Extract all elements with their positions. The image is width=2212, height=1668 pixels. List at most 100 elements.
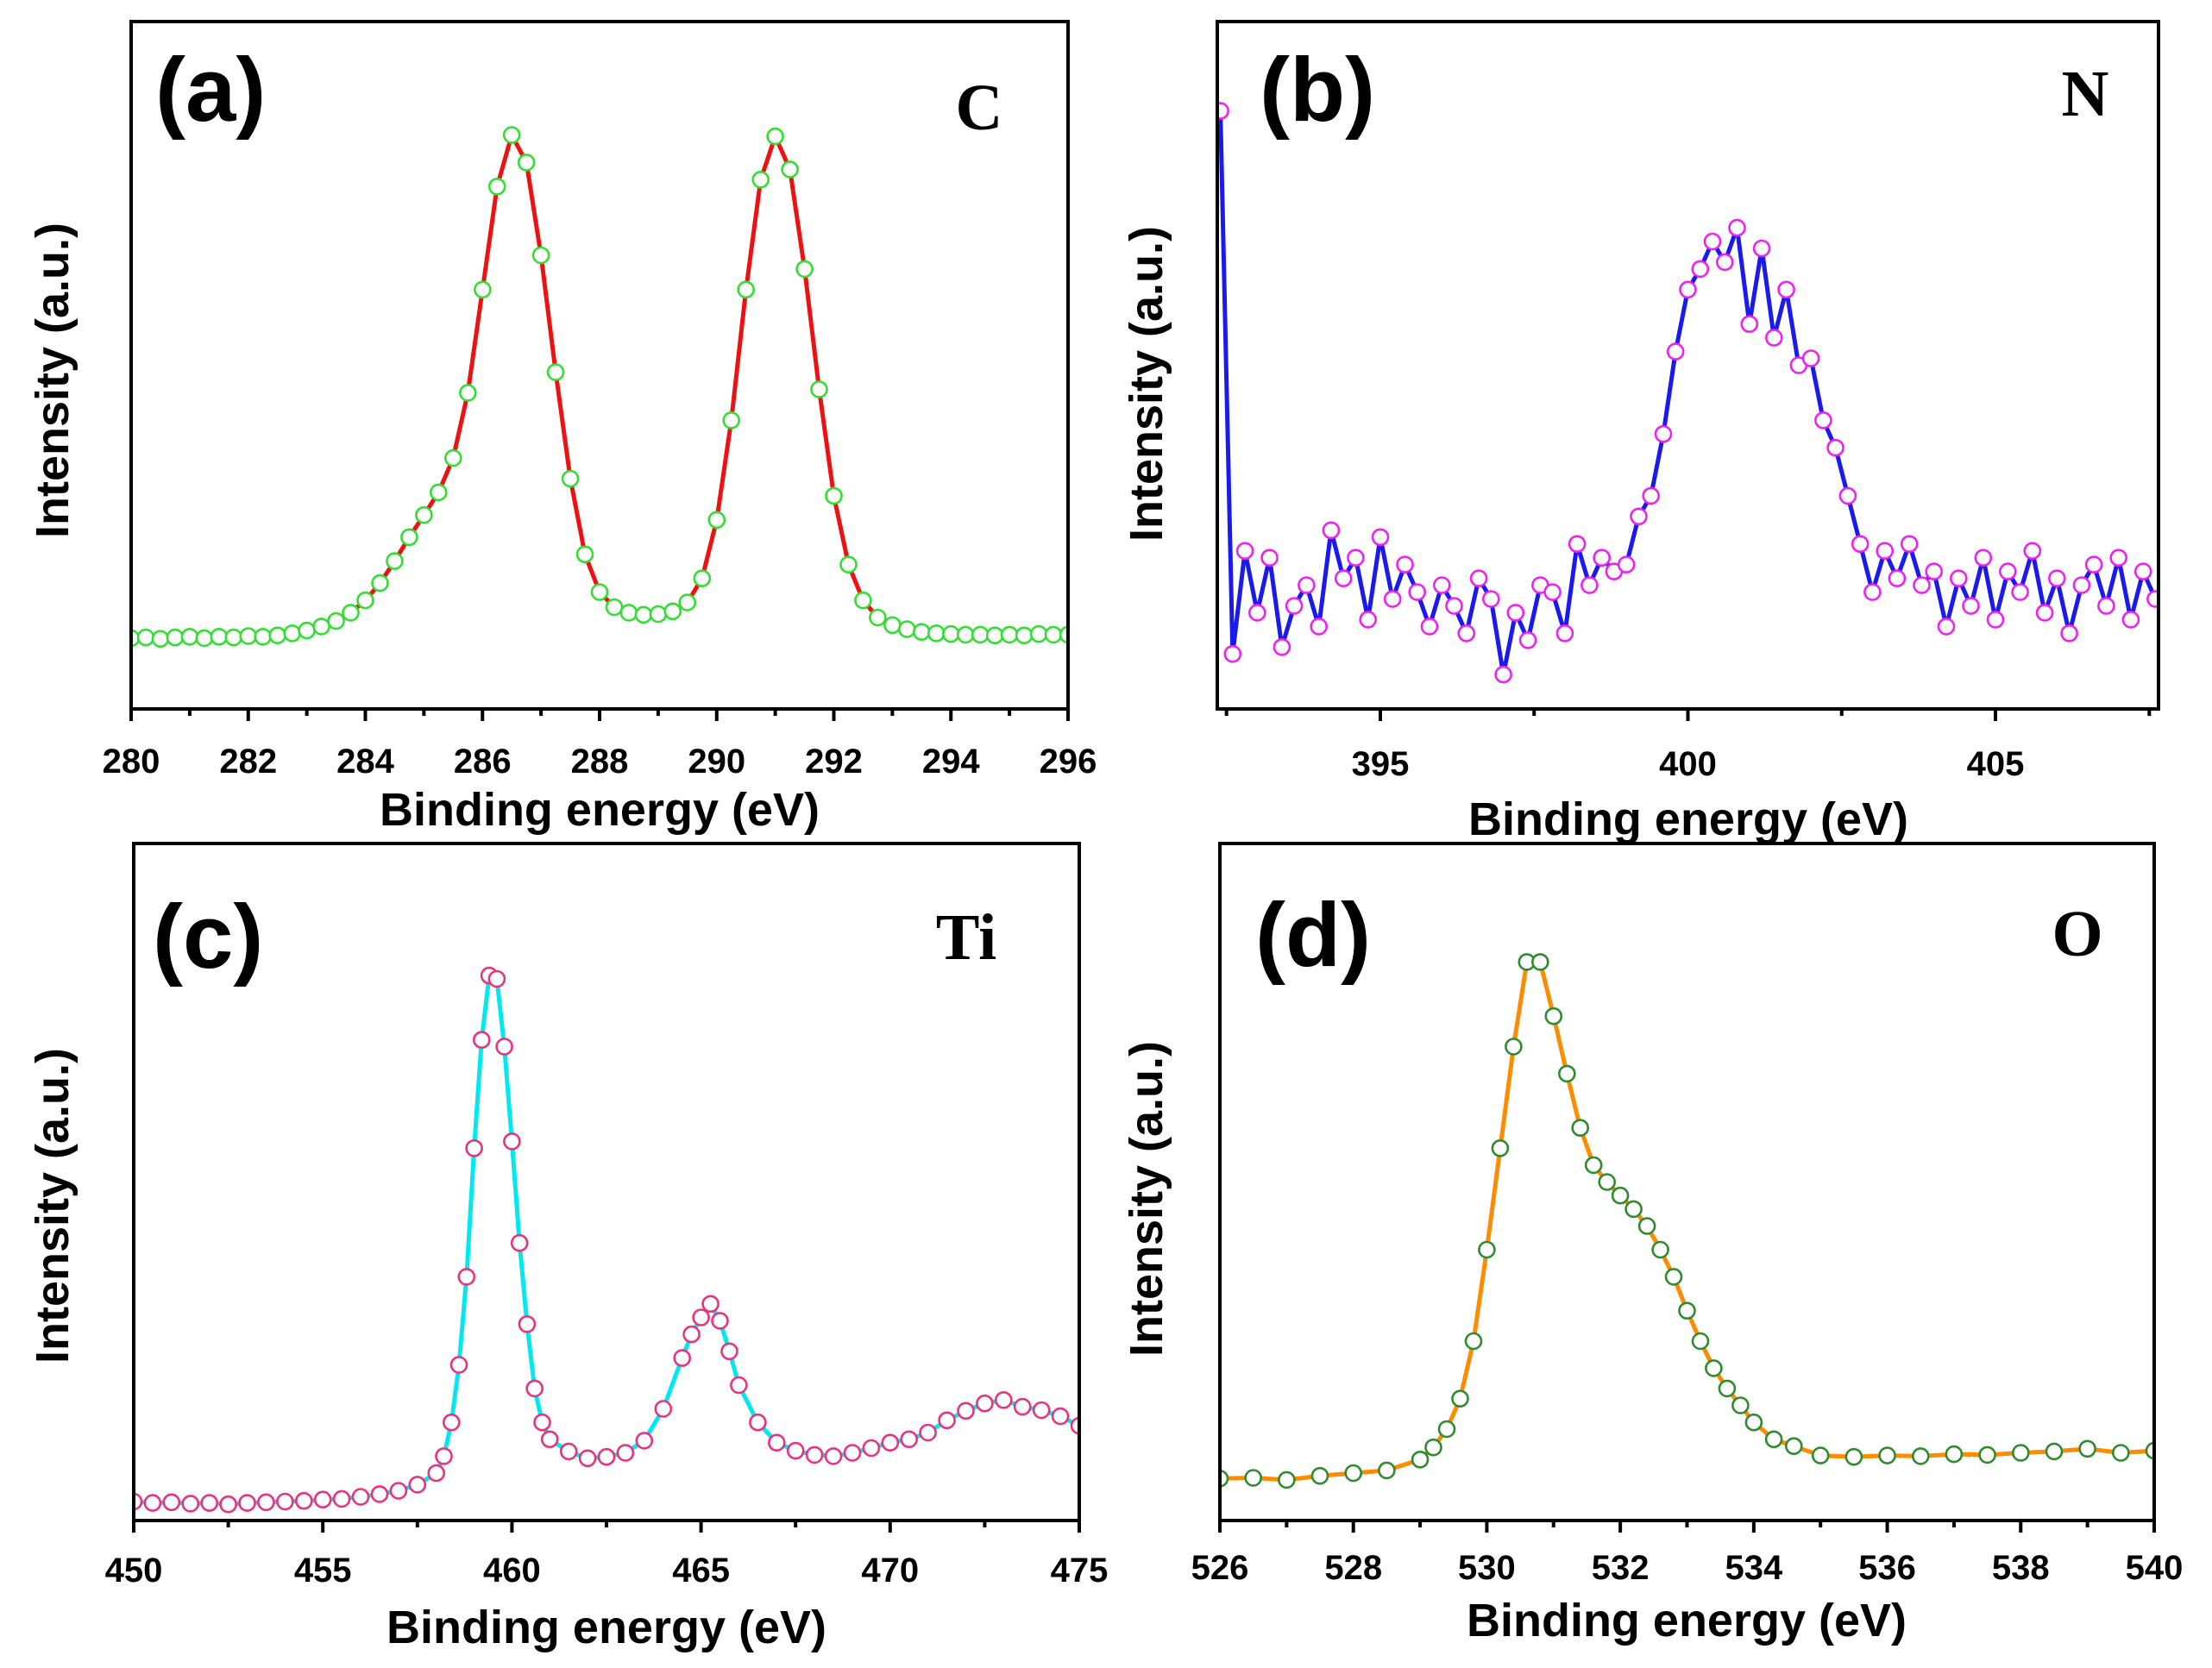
data-point: [546, 363, 565, 381]
data-point: [1568, 535, 1587, 554]
data-point: [2060, 624, 2078, 643]
data-point: [312, 618, 330, 636]
data-point: [1260, 549, 1279, 567]
data-point: [487, 969, 506, 988]
data-point: [561, 469, 580, 488]
data-point: [971, 625, 990, 644]
data-point: [1445, 597, 1463, 615]
data-point: [635, 1432, 654, 1450]
data-point: [1505, 1038, 1523, 1056]
data-point: [701, 1295, 720, 1314]
x-tick-label: 470: [861, 1552, 919, 1590]
data-point: [2112, 1444, 2130, 1462]
data-point: [1851, 535, 1870, 554]
data-point: [1478, 1240, 1496, 1259]
data-point: [1986, 611, 2005, 629]
data-point: [442, 1413, 461, 1432]
data-point: [1506, 604, 1525, 622]
data-point: [1950, 569, 1968, 587]
data-point: [313, 1490, 332, 1508]
data-point: [795, 260, 814, 279]
data-point: [1728, 218, 1746, 237]
data-point: [2048, 569, 2066, 587]
data-point: [435, 1447, 453, 1465]
data-point: [619, 604, 638, 622]
data-point: [1469, 569, 1488, 587]
data-point: [533, 1413, 551, 1432]
data-point: [693, 569, 712, 587]
x-axis-label: Binding energy (eV): [1467, 1595, 1907, 1646]
data-point: [1424, 1438, 1442, 1457]
y-axis-label: Intensity (a.u.): [27, 223, 79, 538]
data-point: [1617, 555, 1636, 574]
data-point: [356, 591, 374, 610]
data-point: [473, 280, 492, 299]
x-axis-label: Binding energy (eV): [1468, 793, 1908, 845]
data-point: [1642, 486, 1660, 505]
data-point: [824, 1447, 843, 1465]
data-point: [597, 1447, 616, 1466]
data-point: [1244, 1469, 1262, 1487]
data-point: [810, 380, 828, 398]
data-point: [518, 1315, 537, 1333]
data-point: [1593, 549, 1611, 567]
element-label: Ti: [936, 901, 996, 974]
x-tick-label: 400: [1659, 745, 1717, 783]
data-point: [540, 1430, 559, 1449]
data-point: [1494, 665, 1512, 684]
plot-area: [1217, 102, 2159, 684]
data-point: [995, 1391, 1013, 1409]
y-axis-label: Intensity (a.u.): [1121, 1041, 1172, 1357]
data-point: [200, 1494, 218, 1512]
data-point: [181, 1495, 200, 1513]
data-point: [332, 1489, 351, 1508]
panel-b: 395 400 405 (b) N Binding energy (eV) Inte…: [1121, 20, 2160, 845]
data-point: [927, 624, 946, 643]
data-point: [1217, 102, 1229, 120]
data-point: [1801, 349, 1820, 367]
x-tick-label: 395: [1352, 745, 1410, 783]
data-point: [429, 483, 448, 502]
data-point: [869, 608, 887, 627]
data-point: [1051, 1407, 1070, 1426]
data-point: [2078, 1439, 2096, 1458]
data-point: [1863, 583, 1882, 601]
data-point: [415, 505, 433, 524]
panel-label: (a): [155, 40, 266, 141]
data-point: [654, 1400, 673, 1418]
data-point: [283, 624, 302, 643]
data-point: [465, 1139, 483, 1157]
data-point: [1580, 576, 1599, 594]
data-point: [1310, 1466, 1329, 1485]
data-point: [427, 1464, 446, 1483]
data-point: [143, 1494, 162, 1512]
data-point: [370, 1485, 389, 1503]
data-point: [1651, 1240, 1669, 1259]
data-point: [1826, 438, 1844, 457]
data-point: [1378, 1461, 1396, 1480]
data-point: [458, 384, 477, 402]
data-point: [1912, 1447, 1930, 1465]
x-axis: 280 282 284 286 288 290 292 294 296: [103, 709, 1097, 781]
data-point: [559, 1442, 578, 1461]
data-point: [162, 1493, 181, 1512]
x-axis-label: Binding energy (eV): [386, 1602, 826, 1653]
data-point: [1765, 329, 1783, 347]
data-point: [342, 604, 360, 622]
data-point: [166, 628, 185, 647]
data-point: [1044, 625, 1063, 644]
data-point: [692, 1308, 710, 1326]
data-point: [268, 626, 287, 645]
data-point: [1344, 1464, 1362, 1483]
data-point: [900, 1430, 918, 1449]
data-point: [151, 630, 170, 649]
data-point: [1878, 1446, 1896, 1464]
data-point: [1571, 1119, 1589, 1137]
data-point: [2035, 604, 2054, 622]
data-point: [737, 280, 756, 299]
data-point: [1764, 1430, 1783, 1449]
x-tick-label: 534: [1725, 1549, 1782, 1587]
x-tick-label: 294: [922, 743, 980, 781]
data-point: [1029, 624, 1048, 643]
